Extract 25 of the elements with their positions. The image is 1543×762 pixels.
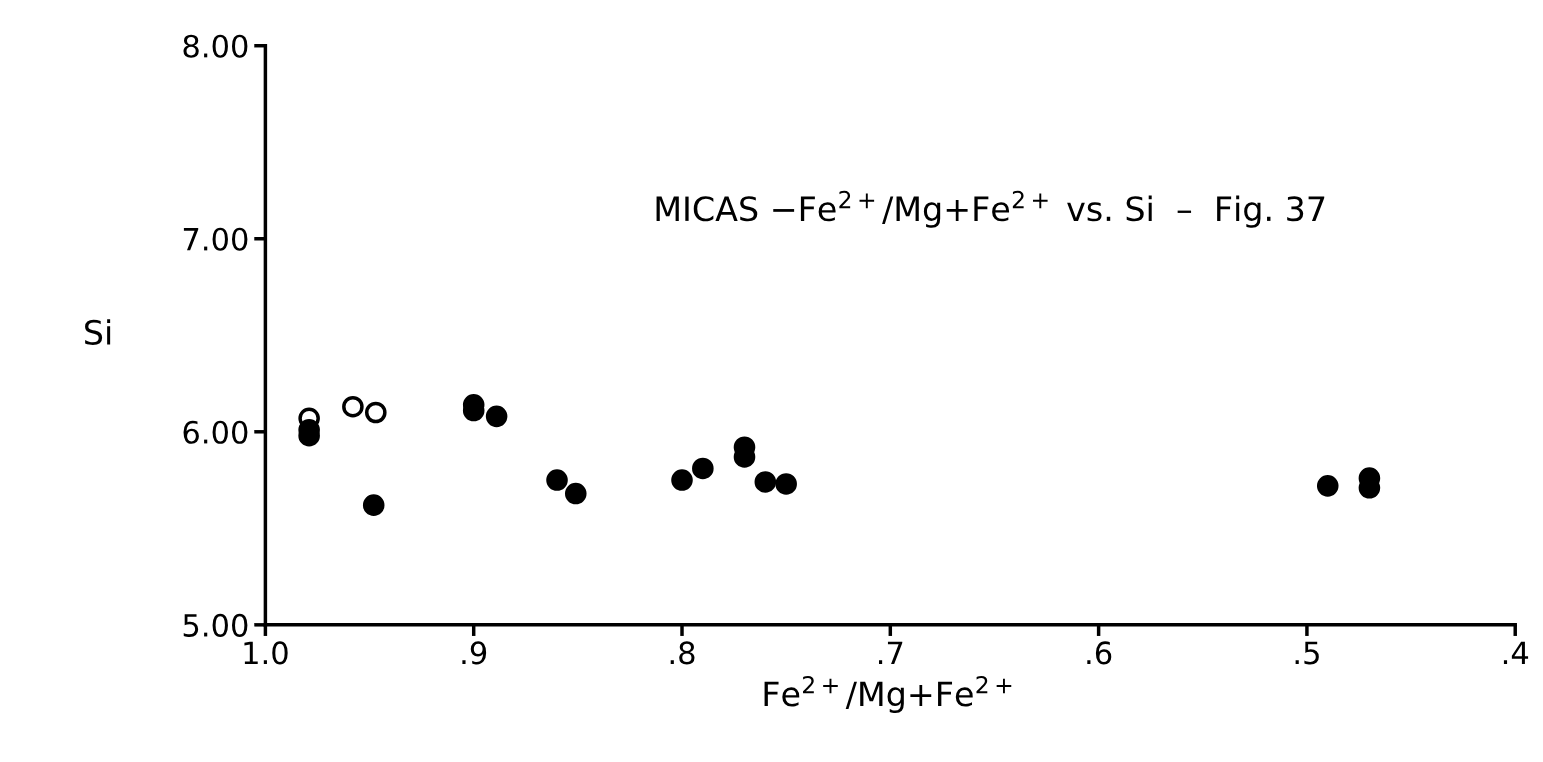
point (671, 469, 693, 491)
point (692, 457, 714, 480)
x-axis-title: Fe$^{2+}$/Mg+Fe$^{2+}$ (764, 675, 1012, 713)
x-tick-label: .6 (1087, 641, 1112, 665)
y-tick-label: 5.00 (183, 613, 248, 637)
x-tick-label: 1.0 (244, 641, 288, 665)
y-tick-label: 8.00 (183, 34, 248, 58)
x-tick-label: .7 (879, 641, 903, 665)
x-tick-label: .4 (1503, 641, 1529, 665)
y-tick-label: 7.00 (183, 227, 248, 251)
x-tick-label: .9 (462, 641, 487, 665)
point (564, 482, 587, 505)
y-axis-title: Si (85, 319, 111, 345)
annotation: MICAS −Fe$^{2+}$/Mg+Fe$^{2+}$ vs. Si – Fig. 37 (656, 190, 1325, 228)
point (365, 401, 387, 424)
x-tick-label: .5 (1295, 641, 1319, 665)
point (754, 471, 777, 493)
point (1316, 475, 1339, 497)
x-tick-label: .8 (670, 641, 695, 665)
y-tick-label: 6.00 (183, 420, 248, 444)
point (546, 469, 568, 491)
point (485, 405, 508, 428)
point (362, 494, 385, 516)
point (775, 473, 797, 495)
point (342, 395, 364, 418)
